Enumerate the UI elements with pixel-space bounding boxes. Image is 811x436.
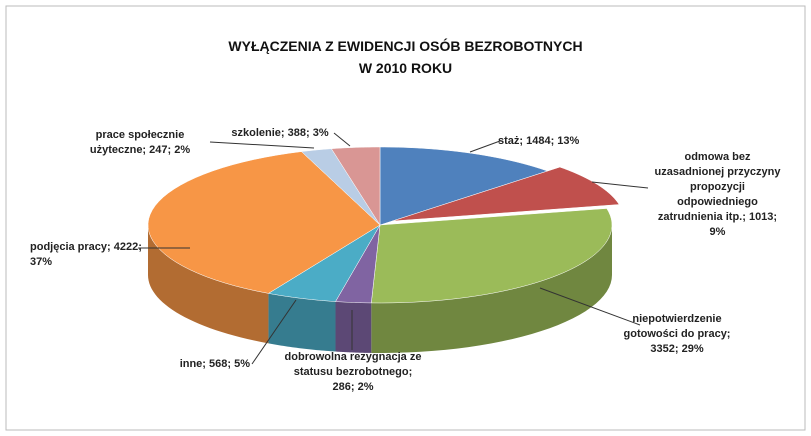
slice — [267, 224, 381, 302]
slice — [371, 208, 613, 304]
data-label: podjęcia pracy; 4222; 37% — [30, 241, 142, 268]
slice-side — [268, 293, 336, 352]
slice — [392, 166, 620, 222]
leader-line — [591, 181, 649, 189]
leader-line — [539, 287, 641, 326]
slice — [147, 151, 381, 294]
slice — [330, 146, 381, 226]
data-label: staż; 1484; 13% — [498, 135, 580, 147]
slice-side — [335, 301, 372, 353]
slice — [300, 148, 381, 226]
leader-line — [251, 299, 297, 365]
data-label: niepotwierdzenie gotowości do pracy; 335… — [623, 313, 731, 355]
data-label: inne; 568; 5% — [179, 358, 250, 370]
leader-line — [469, 140, 501, 153]
chart-subtitle: W 2010 ROKU — [358, 60, 453, 76]
leader-line — [333, 132, 351, 147]
data-label: prace społecznie użyteczne; 247; 2% — [89, 129, 191, 156]
data-label: odmowa bez uzasadnionej przyczyny propoz… — [654, 151, 781, 238]
data-label: dobrowolna rezygnacja ze statusu bezrobo… — [284, 351, 422, 393]
chart-title: WYŁĄCZENIA Z EWIDENCJI OSÓB BEZROBOTNYCH — [228, 38, 583, 54]
leader-line — [209, 141, 315, 149]
slice-side — [371, 225, 612, 353]
data-label: szkolenie; 388; 3% — [231, 127, 329, 139]
slice — [379, 146, 549, 226]
slice-side — [148, 225, 269, 344]
